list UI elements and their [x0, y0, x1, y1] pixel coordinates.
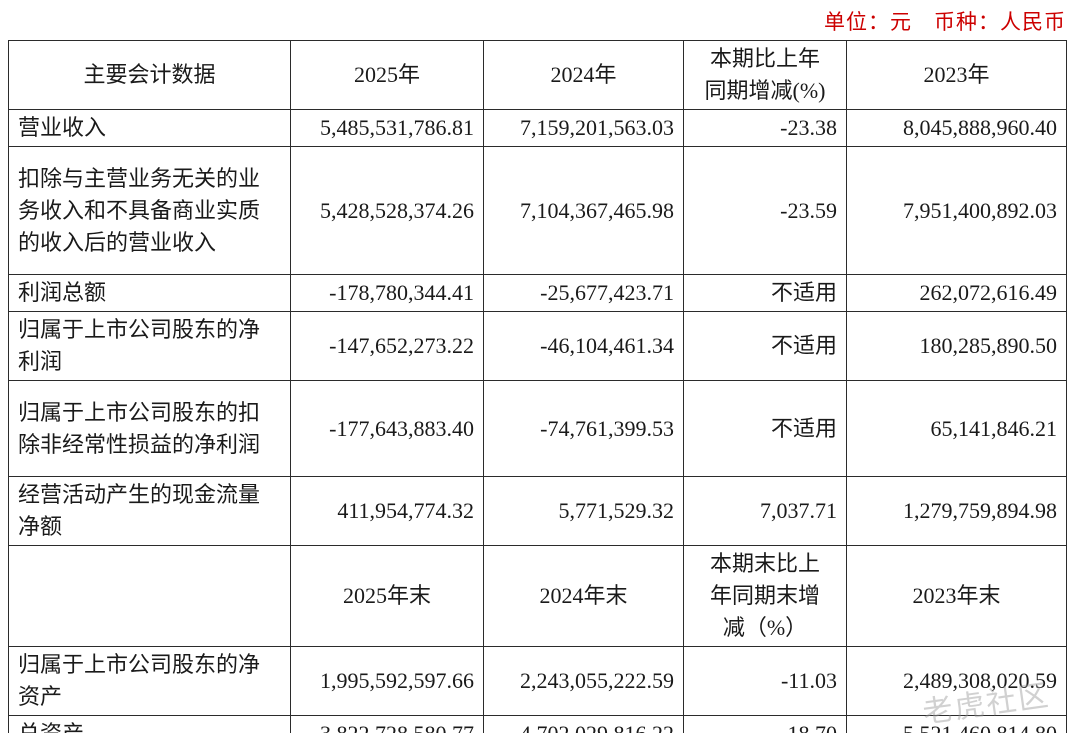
- table-header-row-2: 2025年末 2024年末 本期末比上 年同期末增 减（%） 2023年末: [8, 545, 1067, 647]
- metric-label: 利润总额: [8, 274, 291, 312]
- value-2024: 7,104,367,465.98: [483, 146, 684, 275]
- header2-empty: [8, 545, 291, 647]
- table-row: 归属于上市公司股东的净利润 -147,652,273.22 -46,104,46…: [8, 311, 1067, 381]
- header2-2024-end: 2024年末: [483, 545, 684, 647]
- header-2025: 2025年: [290, 40, 484, 110]
- header-change: 本期比上年 同期增减(%): [683, 40, 847, 110]
- value-2025: -178,780,344.41: [290, 274, 484, 312]
- metric-label: 归属于上市公司股东的净利润: [8, 311, 291, 381]
- table-row: 扣除与主营业务无关的业务收入和不具备商业实质的收入后的营业收入 5,428,52…: [8, 146, 1067, 275]
- value-2023: 180,285,890.50: [846, 311, 1067, 381]
- header2-change-end: 本期末比上 年同期末增 减（%）: [683, 545, 847, 647]
- value-2024: -46,104,461.34: [483, 311, 684, 381]
- value-2023: 262,072,616.49: [846, 274, 1067, 312]
- value-2024: 4,702,029,816.22: [483, 715, 684, 733]
- table-row: 归属于上市公司股东的扣除非经常性损益的净利润 -177,643,883.40 -…: [8, 380, 1067, 477]
- metric-label: 总资产: [8, 715, 291, 733]
- value-2023: 2,489,308,020.59: [846, 646, 1067, 716]
- metric-label: 营业收入: [8, 109, 291, 147]
- value-2025: -177,643,883.40: [290, 380, 484, 477]
- table-header-row: 主要会计数据 2025年 2024年 本期比上年 同期增减(%) 2023年: [8, 40, 1067, 110]
- value-change: 不适用: [683, 380, 847, 477]
- value-2023: 65,141,846.21: [846, 380, 1067, 477]
- value-2023: 7,951,400,892.03: [846, 146, 1067, 275]
- value-change: -11.03: [683, 646, 847, 716]
- value-2025: -147,652,273.22: [290, 311, 484, 381]
- header-2023: 2023年: [846, 40, 1067, 110]
- table-row: 归属于上市公司股东的净资产 1,995,592,597.66 2,243,055…: [8, 646, 1067, 716]
- table-row: 经营活动产生的现金流量净额 411,954,774.32 5,771,529.3…: [8, 476, 1067, 546]
- value-change: 不适用: [683, 274, 847, 312]
- value-2024: -74,761,399.53: [483, 380, 684, 477]
- value-2023: 1,279,759,894.98: [846, 476, 1067, 546]
- table-row: 利润总额 -178,780,344.41 -25,677,423.71 不适用 …: [8, 274, 1067, 312]
- metric-label: 归属于上市公司股东的扣除非经常性损益的净利润: [8, 380, 291, 477]
- value-2025: 5,485,531,786.81: [290, 109, 484, 147]
- value-2023: 5,521,460,814.80: [846, 715, 1067, 733]
- value-2024: 7,159,201,563.03: [483, 109, 684, 147]
- value-change: -23.59: [683, 146, 847, 275]
- header-metric: 主要会计数据: [8, 40, 291, 110]
- header2-2023-end: 2023年末: [846, 545, 1067, 647]
- value-change: 不适用: [683, 311, 847, 381]
- value-2024: -25,677,423.71: [483, 274, 684, 312]
- value-2025: 411,954,774.32: [290, 476, 484, 546]
- value-2023: 8,045,888,960.40: [846, 109, 1067, 147]
- financial-table: 主要会计数据 2025年 2024年 本期比上年 同期增减(%) 2023年 营…: [8, 40, 1067, 733]
- value-change: -23.38: [683, 109, 847, 147]
- value-2025: 1,995,592,597.66: [290, 646, 484, 716]
- value-change: -18.70: [683, 715, 847, 733]
- unit-note: 单位：元 币种：人民币: [824, 10, 1066, 34]
- value-2024: 2,243,055,222.59: [483, 646, 684, 716]
- value-2025: 5,428,528,374.26: [290, 146, 484, 275]
- value-2024: 5,771,529.32: [483, 476, 684, 546]
- metric-label: 归属于上市公司股东的净资产: [8, 646, 291, 716]
- value-2025: 3,822,728,580.77: [290, 715, 484, 733]
- metric-label: 经营活动产生的现金流量净额: [8, 476, 291, 546]
- metric-label: 扣除与主营业务无关的业务收入和不具备商业实质的收入后的营业收入: [8, 146, 291, 275]
- table-row: 营业收入 5,485,531,786.81 7,159,201,563.03 -…: [8, 109, 1067, 147]
- table-row: 总资产 3,822,728,580.77 4,702,029,816.22 -1…: [8, 715, 1067, 733]
- header2-2025-end: 2025年末: [290, 545, 484, 647]
- header-2024: 2024年: [483, 40, 684, 110]
- value-change: 7,037.71: [683, 476, 847, 546]
